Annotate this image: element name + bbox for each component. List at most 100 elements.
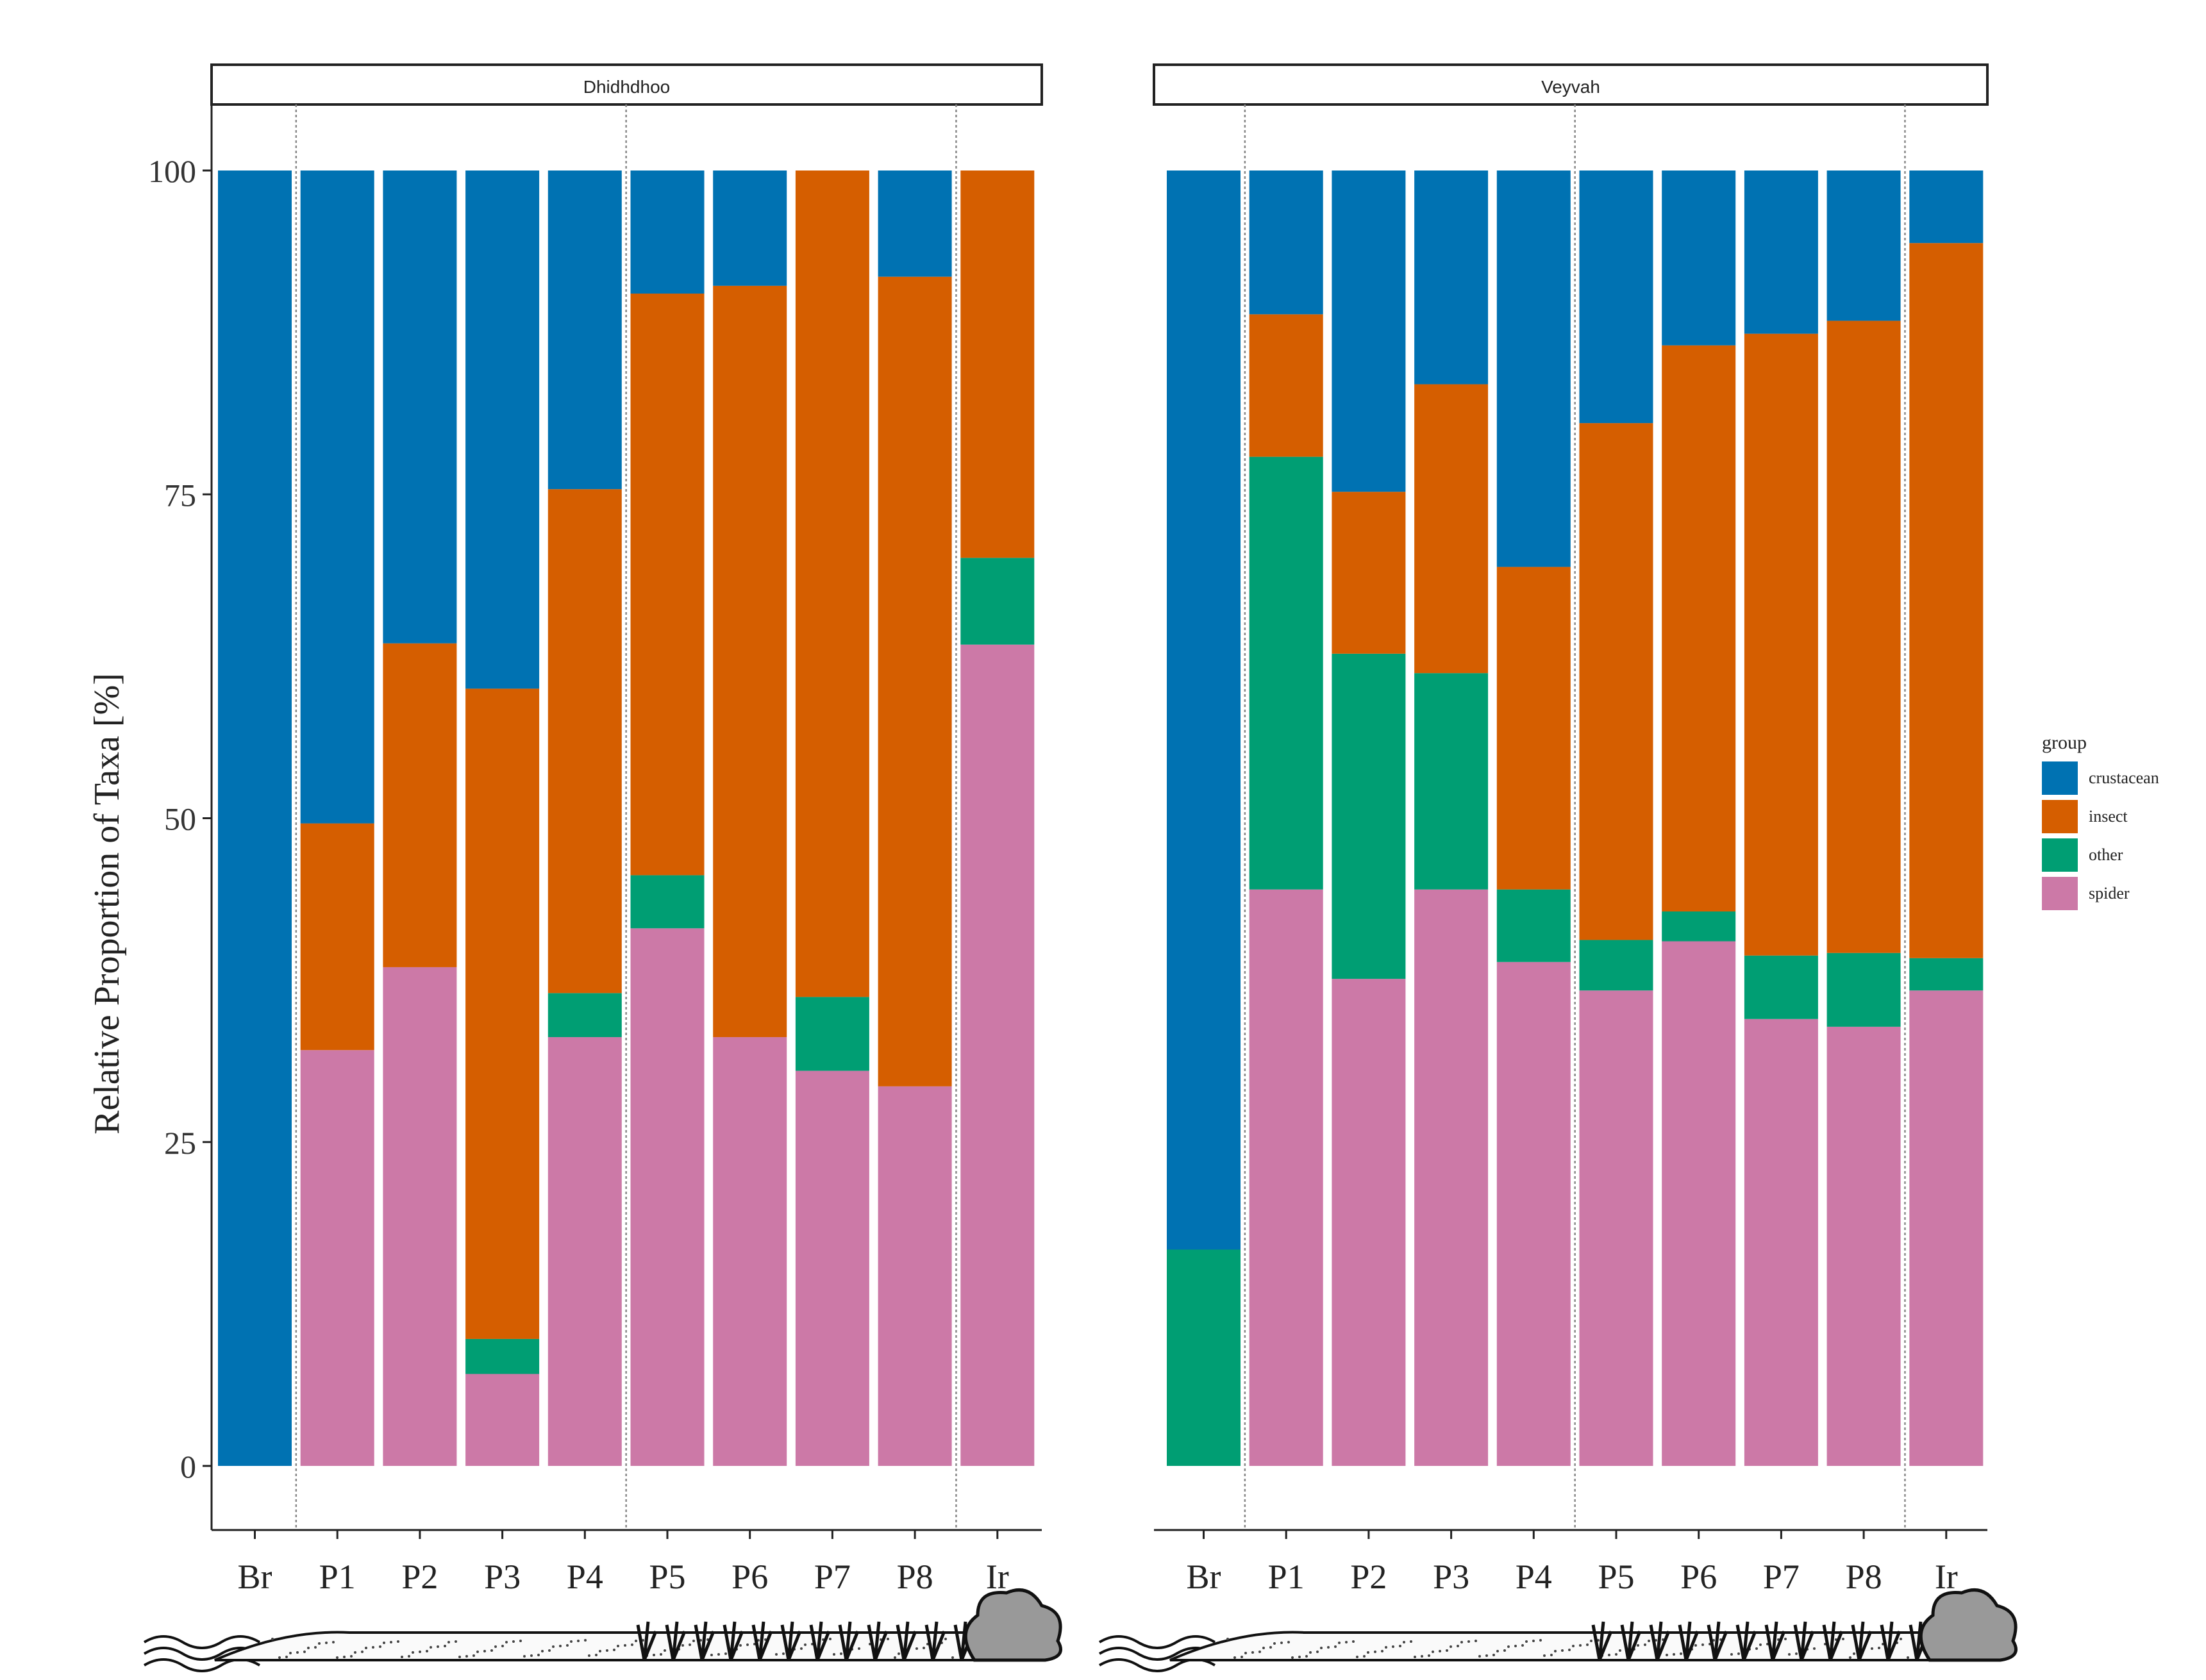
sand-dot <box>1492 1654 1495 1656</box>
panel-strip <box>1153 63 1989 106</box>
x-tick-label: P4 <box>567 1558 603 1596</box>
shrub <box>1919 1588 2018 1662</box>
x-tick-label: P3 <box>484 1558 521 1596</box>
sand-dot <box>1269 1646 1272 1649</box>
sand-dot <box>1608 1654 1610 1656</box>
sand-dot <box>1241 1656 1243 1658</box>
sand-dot <box>336 1656 338 1659</box>
sand-dot <box>1795 1652 1798 1655</box>
bar-insect-p7 <box>795 170 869 997</box>
grass-tuft <box>694 1621 715 1661</box>
sand-dot <box>1813 1647 1816 1650</box>
x-tick-label: P1 <box>1268 1558 1305 1596</box>
sand-dot <box>923 1647 925 1649</box>
sand-dot <box>898 1652 900 1655</box>
bar-insect-p1 <box>300 823 374 1051</box>
bar-spider-p2 <box>1332 979 1406 1466</box>
sand-dot <box>361 1651 363 1653</box>
sand-dot <box>419 1651 421 1653</box>
sand-dot <box>1673 1653 1675 1656</box>
x-tick-label: P2 <box>1350 1558 1387 1596</box>
sand-dot <box>530 1654 533 1657</box>
grass-tuft <box>1707 1621 1728 1661</box>
sand-dot <box>1568 1649 1571 1651</box>
sand-dot <box>1878 1647 1880 1649</box>
sand-dot <box>1273 1642 1276 1645</box>
panel-strip-label: Veyvah <box>1541 77 1600 97</box>
grass-tuft <box>1764 1621 1786 1661</box>
sand-dot <box>296 1651 299 1654</box>
bar-crustacean-p5 <box>1579 170 1653 424</box>
sand-dot <box>1233 1656 1236 1659</box>
sand-dot <box>588 1654 590 1657</box>
legend-label-other: other <box>2089 845 2123 864</box>
bar-other-ir <box>1909 958 1984 991</box>
sand-dot <box>1392 1645 1394 1648</box>
x-tick-label: Ir <box>986 1558 1009 1596</box>
sand-dot <box>505 1641 508 1643</box>
sand-dot <box>915 1647 918 1650</box>
sand-dot <box>1475 1640 1477 1642</box>
sand-dot <box>472 1654 475 1657</box>
bar-crustacean-p4 <box>547 170 622 490</box>
sand-dot <box>1305 1655 1308 1658</box>
sand-dot <box>1320 1647 1323 1649</box>
x-tick-label: P6 <box>731 1558 768 1596</box>
bar-spider-p2 <box>383 967 457 1466</box>
bar-insect-p5 <box>1579 423 1653 940</box>
sand-dot <box>944 1638 947 1640</box>
x-tick-label: Br <box>238 1558 272 1596</box>
grass-tuft <box>809 1621 831 1661</box>
sand-dot <box>1507 1645 1510 1648</box>
sand-dot <box>1755 1647 1758 1650</box>
beach-profile <box>143 1588 1062 1672</box>
sand-dot <box>1381 1650 1383 1652</box>
wave-line <box>143 1635 261 1649</box>
sand-dot <box>444 1645 446 1647</box>
sand-dot <box>1788 1653 1791 1656</box>
sand-dot <box>1251 1651 1254 1654</box>
bar-crustacean-ir <box>1909 170 1984 244</box>
sand-dot <box>1871 1647 1873 1650</box>
sand-dot <box>595 1654 597 1656</box>
sand-dot <box>1525 1640 1528 1643</box>
bar-crustacean-p2 <box>1332 170 1406 492</box>
bar-insect-p7 <box>1744 333 1818 956</box>
beach-profile <box>1098 1588 2018 1672</box>
sand-dot <box>1514 1645 1517 1647</box>
sand-dot <box>1586 1643 1589 1646</box>
x-tick-label: P6 <box>1680 1558 1717 1596</box>
bar-crustacean-p3 <box>465 170 540 689</box>
grass-tuft <box>665 1621 687 1661</box>
bar-crustacean-p3 <box>1414 170 1489 385</box>
grass-tuft <box>1649 1621 1671 1661</box>
bar-spider-p4 <box>1496 961 1571 1466</box>
bar-crustacean-p6 <box>1662 170 1736 345</box>
sand-dot <box>577 1640 580 1642</box>
sand-dot <box>1590 1640 1592 1642</box>
bar-insect-p6 <box>1662 345 1736 912</box>
sand-dot <box>412 1651 414 1654</box>
sand-dot <box>1701 1643 1704 1646</box>
sand-dot <box>710 1654 713 1656</box>
grass-tuft <box>867 1621 889 1661</box>
sand-dot <box>271 1638 274 1640</box>
sand-dot <box>476 1651 479 1653</box>
sand-dot <box>379 1645 381 1648</box>
grass-tuft <box>1793 1621 1815 1661</box>
sand-dot <box>829 1638 831 1640</box>
grass-tuft <box>1591 1621 1613 1661</box>
bar-other-p2 <box>1332 653 1406 979</box>
sand-dot <box>613 1649 615 1651</box>
sand-dot <box>494 1645 497 1648</box>
bar-spider-p1 <box>1249 889 1323 1466</box>
bar-spider-p5 <box>630 928 705 1466</box>
sand-dot <box>343 1656 346 1658</box>
sand-dot <box>681 1644 684 1647</box>
x-tick-label: P1 <box>319 1558 356 1596</box>
sand-dot <box>289 1652 292 1654</box>
sand-dot <box>465 1655 468 1658</box>
bar-other-p3 <box>1414 673 1489 890</box>
bar-other-p6 <box>1662 911 1736 942</box>
bar-spider-p6 <box>713 1037 787 1466</box>
